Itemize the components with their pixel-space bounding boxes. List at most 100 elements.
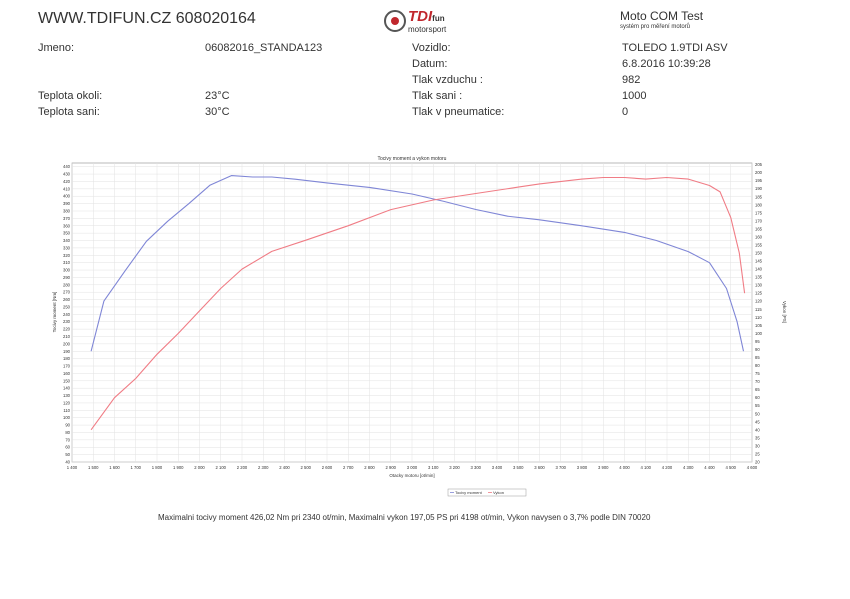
tlak-sani-value: 1000 bbox=[622, 90, 647, 102]
x-tick-label: 1 600 bbox=[109, 465, 120, 470]
x-tick-label: 3 700 bbox=[556, 465, 567, 470]
tlak-sani-label: Tlak sani : bbox=[412, 90, 463, 102]
y-tick-label-left: 440 bbox=[63, 164, 71, 169]
y-tick-label-left: 60 bbox=[65, 445, 70, 450]
legend: Tocivy moment Vykon bbox=[447, 488, 527, 497]
y-tick-label-left: 280 bbox=[63, 282, 71, 287]
chart-title: Tocivy moment a vykon motoru bbox=[378, 156, 447, 162]
tdifun-logo: TDIfun motorsport bbox=[384, 8, 464, 36]
x-tick-label: 3 800 bbox=[577, 465, 588, 470]
vozidlo-value: TOLEDO 1.9TDI ASV bbox=[622, 42, 728, 54]
y-tick-label-left: 290 bbox=[63, 275, 71, 280]
jmeno-value: 06082016_STANDA123 bbox=[205, 42, 323, 54]
y-tick-label-right: 110 bbox=[755, 315, 762, 320]
tlak-pneu-value: 0 bbox=[622, 106, 629, 118]
y-tick-label-right: 40 bbox=[755, 427, 760, 432]
teplota-okoli-value: 23°C bbox=[205, 90, 230, 102]
y-tick-label-right: 65 bbox=[755, 387, 760, 392]
max-values-note: Maximalni tocivy moment 426,02 Nm pri 23… bbox=[158, 513, 651, 522]
y-tick-label-left: 430 bbox=[63, 172, 71, 177]
x-tick-label: 1 900 bbox=[173, 465, 184, 470]
x-tick-label: 3 400 bbox=[492, 465, 503, 470]
y-tick-label-right: 200 bbox=[755, 170, 763, 175]
x-tick-label: 4 300 bbox=[683, 465, 694, 470]
y-tick-label-right: 115 bbox=[755, 307, 762, 312]
tick-labels: 1 400 1 500 1 600 1 700 1 800 1 900 2 000 2 100… bbox=[63, 162, 763, 470]
y-tick-label-left: 240 bbox=[63, 312, 71, 317]
y-tick-label-right: 205 bbox=[755, 162, 763, 167]
y-tick-label-left: 220 bbox=[63, 327, 71, 332]
report-title: Moto COM Test bbox=[620, 9, 704, 23]
x-tick-label: 4 400 bbox=[704, 465, 715, 470]
x-tick-label: 2 600 bbox=[322, 465, 333, 470]
x-tick-label: 2 300 bbox=[258, 465, 269, 470]
tlak-vzduchu-label: Tlak vzduchu : bbox=[412, 74, 483, 86]
y-tick-label-left: 140 bbox=[63, 386, 71, 391]
y-tick-label-right: 60 bbox=[755, 395, 760, 400]
x-tick-label: 4 600 bbox=[747, 465, 758, 470]
logo-suffix: fun bbox=[432, 14, 445, 23]
y-tick-label-left: 330 bbox=[63, 245, 71, 250]
grid bbox=[71, 162, 753, 463]
y-tick-label-left: 350 bbox=[63, 231, 71, 236]
y-tick-label-right: 185 bbox=[755, 194, 763, 199]
y-tick-label-left: 190 bbox=[63, 349, 71, 354]
y-tick-label-right: 150 bbox=[755, 251, 763, 256]
y-tick-label-right: 125 bbox=[755, 291, 763, 296]
y-tick-label-left: 410 bbox=[63, 186, 71, 191]
y-tick-label-right: 70 bbox=[755, 379, 760, 384]
power-line bbox=[90, 176, 746, 431]
x-tick-label: 4 100 bbox=[641, 465, 652, 470]
y-tick-label-right: 175 bbox=[755, 210, 763, 215]
x-tick-label: 3 900 bbox=[598, 465, 609, 470]
y-tick-label-left: 400 bbox=[63, 194, 71, 199]
y-tick-label-left: 50 bbox=[65, 452, 70, 457]
tlak-vzduchu-value: 982 bbox=[622, 74, 641, 86]
y-tick-label-right: 55 bbox=[755, 403, 760, 408]
legend-box bbox=[447, 488, 527, 497]
y-tick-label-left: 100 bbox=[63, 415, 71, 420]
y-tick-label-right: 80 bbox=[755, 363, 760, 368]
x-tick-label: 1 700 bbox=[131, 465, 142, 470]
y-tick-label-left: 380 bbox=[63, 208, 71, 213]
y-tick-label-left: 250 bbox=[63, 304, 71, 309]
legend-label-power: Vykon bbox=[493, 490, 504, 495]
y-tick-label-right: 155 bbox=[755, 242, 763, 247]
y-tick-label-right: 195 bbox=[755, 178, 763, 183]
y-tick-label-left: 320 bbox=[63, 253, 71, 258]
y-tick-label-right: 190 bbox=[755, 186, 763, 191]
y-tick-label-right: 25 bbox=[755, 451, 760, 456]
x-tick-label: 2 200 bbox=[237, 465, 248, 470]
y-tick-label-left: 360 bbox=[63, 223, 71, 228]
x-tick-label: 3 600 bbox=[534, 465, 545, 470]
y-tick-label-right: 45 bbox=[755, 419, 760, 424]
y-tick-label-left: 110 bbox=[63, 408, 70, 413]
y-tick-label-left: 170 bbox=[63, 364, 71, 369]
x-tick-label: 1 500 bbox=[88, 465, 99, 470]
x-tick-label: 3 300 bbox=[471, 465, 482, 470]
x-tick-label: 4 000 bbox=[619, 465, 630, 470]
y-tick-label-right: 90 bbox=[755, 347, 760, 352]
teplota-sani-value: 30°C bbox=[205, 106, 230, 118]
y-tick-label-left: 90 bbox=[65, 423, 70, 428]
series bbox=[90, 175, 746, 431]
x-tick-label: 2 700 bbox=[343, 465, 354, 470]
x-tick-label: 2 400 bbox=[279, 465, 290, 470]
datum-value: 6.8.2016 10:39:28 bbox=[622, 58, 711, 70]
y-tick-label-right: 180 bbox=[755, 202, 763, 207]
logo-sub: motorsport bbox=[408, 25, 447, 34]
turbo-icon bbox=[384, 10, 406, 32]
y-tick-label-left: 80 bbox=[65, 430, 70, 435]
teplota-sani-label: Teplota sani: bbox=[38, 106, 100, 118]
datum-label: Datum: bbox=[412, 58, 448, 70]
y-tick-label-right: 105 bbox=[755, 323, 763, 328]
y-tick-label-left: 390 bbox=[63, 201, 71, 206]
y-tick-label-left: 420 bbox=[63, 179, 71, 184]
y-tick-label-right: 160 bbox=[755, 234, 763, 239]
y-tick-label-left: 40 bbox=[65, 460, 70, 465]
y-tick-label-left: 160 bbox=[63, 371, 71, 376]
report-subtitle: systém pro měření motorů bbox=[620, 24, 691, 30]
teplota-okoli-label: Teplota okoli: bbox=[38, 90, 103, 102]
y-tick-label-right: 85 bbox=[755, 355, 760, 360]
